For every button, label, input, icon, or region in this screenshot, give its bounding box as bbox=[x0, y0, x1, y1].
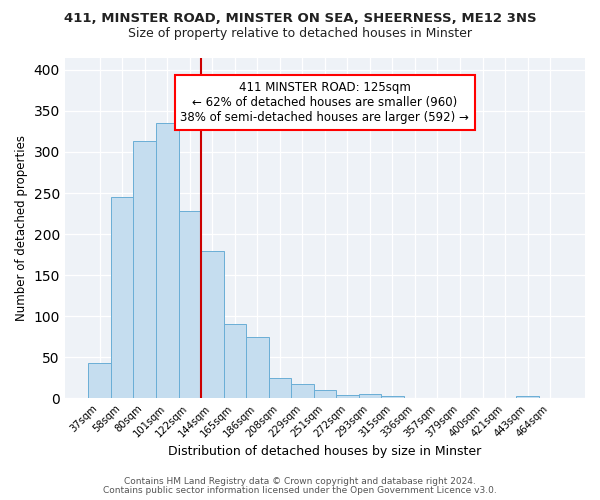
Text: Contains HM Land Registry data © Crown copyright and database right 2024.: Contains HM Land Registry data © Crown c… bbox=[124, 478, 476, 486]
Bar bbox=[201, 250, 224, 398]
X-axis label: Distribution of detached houses by size in Minster: Distribution of detached houses by size … bbox=[168, 444, 482, 458]
Y-axis label: Number of detached properties: Number of detached properties bbox=[15, 135, 28, 321]
Bar bbox=[88, 363, 111, 398]
Bar bbox=[156, 123, 179, 398]
Bar bbox=[224, 324, 246, 398]
Bar bbox=[133, 142, 156, 398]
Bar bbox=[359, 394, 381, 398]
Bar bbox=[246, 337, 269, 398]
Bar bbox=[179, 211, 201, 398]
Bar bbox=[269, 378, 291, 398]
Bar bbox=[336, 395, 359, 398]
Text: Contains public sector information licensed under the Open Government Licence v3: Contains public sector information licen… bbox=[103, 486, 497, 495]
Text: 411 MINSTER ROAD: 125sqm
← 62% of detached houses are smaller (960)
38% of semi-: 411 MINSTER ROAD: 125sqm ← 62% of detach… bbox=[181, 82, 469, 124]
Bar bbox=[111, 197, 133, 398]
Text: Size of property relative to detached houses in Minster: Size of property relative to detached ho… bbox=[128, 28, 472, 40]
Bar bbox=[314, 390, 336, 398]
Bar bbox=[517, 396, 539, 398]
Text: 411, MINSTER ROAD, MINSTER ON SEA, SHEERNESS, ME12 3NS: 411, MINSTER ROAD, MINSTER ON SEA, SHEER… bbox=[64, 12, 536, 26]
Bar bbox=[381, 396, 404, 398]
Bar bbox=[291, 384, 314, 398]
